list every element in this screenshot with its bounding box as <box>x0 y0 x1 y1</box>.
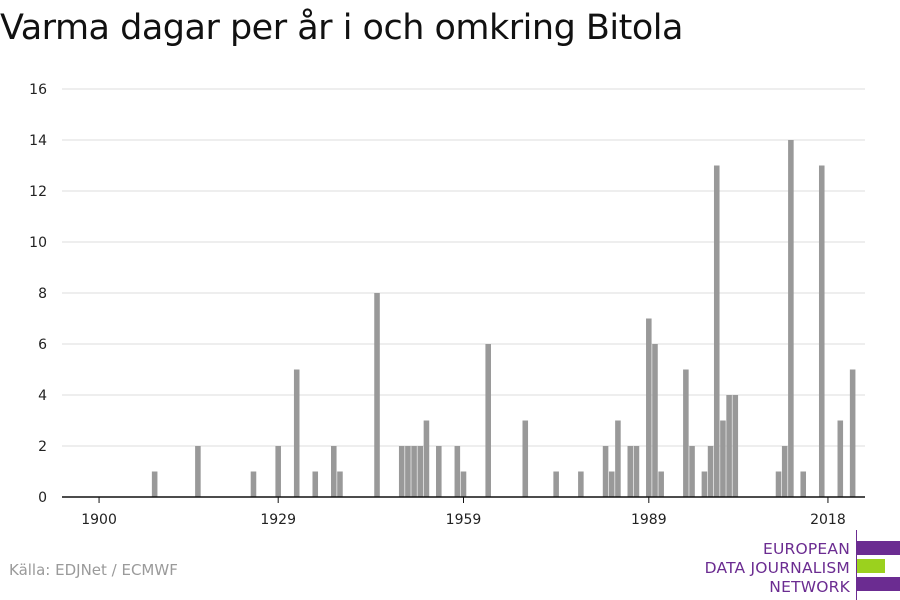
logo-stripe-green <box>857 559 885 573</box>
logo-separator <box>856 530 857 600</box>
y-tick-label-0: 0 <box>38 490 47 506</box>
bar-1991 <box>658 471 664 497</box>
x-tick-label-2018: 2018 <box>810 512 846 528</box>
x-tick-label-1900: 1900 <box>81 512 117 528</box>
bar-1996 <box>689 446 695 497</box>
bar-1916 <box>195 446 201 497</box>
bar-1983 <box>608 471 615 497</box>
bar-1950 <box>405 446 411 497</box>
bar-1998 <box>701 471 708 497</box>
bar-1952 <box>417 446 424 497</box>
y-tick-label-14: 14 <box>29 133 47 149</box>
bar-1925 <box>250 471 257 497</box>
bar-2014 <box>800 471 807 497</box>
bar-1978 <box>578 471 584 497</box>
logo-line-3: NETWORK <box>769 578 850 596</box>
bar-1989 <box>646 318 652 497</box>
bar-1999 <box>707 446 714 497</box>
bars <box>151 140 856 497</box>
grid-lines <box>62 88 865 447</box>
bar-1951 <box>411 446 417 497</box>
bar-2017 <box>818 165 825 497</box>
bar-2010 <box>775 471 782 497</box>
axes: 0 2 4 6 8 10 12 14 16 1900 1929 1959 1989 2018 <box>29 82 865 528</box>
bar-1938 <box>331 446 337 497</box>
bar-1987 <box>633 446 640 497</box>
bar-1958 <box>454 446 461 497</box>
y-tick-label-10: 10 <box>29 235 47 251</box>
logo-line-1: EUROPEAN <box>762 540 850 558</box>
bar-1969 <box>522 420 529 497</box>
edjnet-logo: EUROPEAN DATA JOURNALISM NETWORK <box>705 540 850 597</box>
bar-1945 <box>374 293 380 497</box>
x-tick-label-1989: 1989 <box>631 512 667 528</box>
y-tick-label-4: 4 <box>38 388 47 404</box>
bar-1953 <box>423 420 430 497</box>
y-tick-label-2: 2 <box>38 439 47 455</box>
bar-1990 <box>652 344 658 497</box>
bar-1963 <box>485 344 491 497</box>
bar-2002 <box>726 395 732 497</box>
y-tick-label-16: 16 <box>29 82 47 98</box>
bar-1995 <box>683 369 689 497</box>
bar-2022 <box>849 369 856 497</box>
bar-1986 <box>627 446 634 497</box>
bar-2000 <box>713 165 720 497</box>
bar-1929 <box>275 446 281 497</box>
bar-2011 <box>781 446 788 497</box>
bar-2001 <box>720 420 726 497</box>
bar-1939 <box>337 471 343 497</box>
y-tick-label-6: 6 <box>38 337 47 353</box>
logo-line-2: DATA JOURNALISM <box>704 559 850 577</box>
bar-1949 <box>398 446 405 497</box>
logo-stripe-purple-top <box>857 541 900 555</box>
bar-1984 <box>615 420 621 497</box>
y-tick-label-8: 8 <box>38 286 47 302</box>
y-tick-label-12: 12 <box>29 184 47 200</box>
bar-1982 <box>602 446 609 497</box>
bar-1974 <box>553 471 559 497</box>
bar-2012 <box>788 140 794 497</box>
bar-1909 <box>151 471 158 497</box>
logo-stripe-purple-bottom <box>857 577 900 591</box>
bar-2020 <box>837 420 844 497</box>
bar-1932 <box>293 369 300 497</box>
bar-1935 <box>312 471 319 497</box>
x-tick-label-1959: 1959 <box>446 512 482 528</box>
bar-1955 <box>436 446 442 497</box>
source-credit: Källa: EDJNet / ECMWF <box>9 561 178 579</box>
x-tick-label-1929: 1929 <box>260 512 296 528</box>
bar-1959 <box>460 471 467 497</box>
chart-title: Varma dagar per år i och omkring Bitola <box>0 8 683 48</box>
bar-2003 <box>732 395 739 497</box>
